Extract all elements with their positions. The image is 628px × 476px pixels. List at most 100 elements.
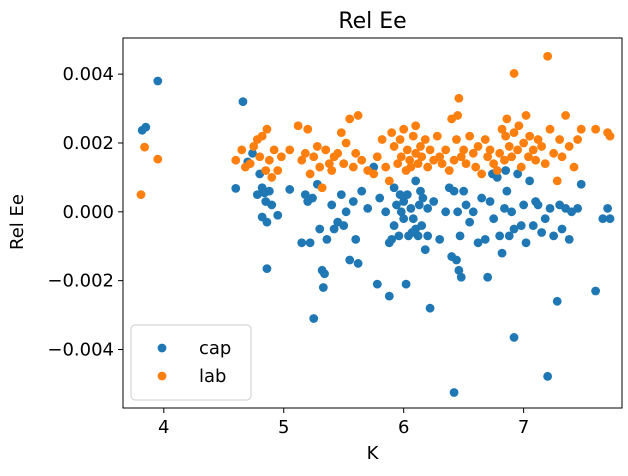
point-lab-21 [300, 148, 310, 158]
point-lab-51 [396, 152, 406, 162]
point-cap-46 [381, 207, 391, 217]
point-lab-52 [399, 124, 409, 134]
point-lab-15 [269, 145, 279, 155]
point-lab-114 [552, 176, 562, 186]
point-cap-109 [516, 221, 526, 230]
point-cap-72 [423, 231, 433, 241]
point-lab-27 [317, 183, 327, 193]
point-cap-117 [540, 214, 550, 224]
point-cap-32 [329, 224, 339, 234]
point-cap-83 [453, 207, 463, 217]
point-cap-68 [416, 186, 425, 196]
point-lab-46 [384, 176, 394, 186]
point-cap-88 [461, 200, 471, 210]
axis-ticks: 4 5 6 7 −0.004 −0.002 0.000 0.002 0.004 [47, 64, 529, 438]
point-lab-28 [321, 145, 331, 155]
y-tick-label-4: 0.004 [62, 64, 114, 85]
point-lab-34 [339, 159, 349, 169]
point-lab-99 [513, 145, 523, 155]
point-lab-102 [519, 138, 529, 148]
point-cap-22 [305, 238, 315, 248]
point-cap-56 [399, 214, 409, 224]
point-lab-44 [377, 135, 387, 144]
point-cap-92 [477, 193, 487, 203]
point-lab-50 [395, 135, 405, 144]
point-lab-76 [454, 93, 464, 103]
point-cap-57 [399, 197, 409, 206]
point-lab-9 [255, 152, 265, 162]
legend-label-lab: lab [199, 366, 226, 387]
point-lab-47 [387, 128, 397, 138]
point-lab-24 [309, 152, 319, 162]
point-lab-109 [537, 142, 547, 151]
point-cap-42 [363, 203, 373, 213]
point-cap-19 [297, 238, 307, 248]
legend-box [130, 324, 252, 401]
point-cap-66 [413, 231, 423, 241]
point-cap-2 [153, 76, 163, 86]
point-cap-103 [502, 186, 512, 196]
point-cap-119 [545, 203, 555, 213]
point-cap-30 [322, 234, 332, 244]
point-lab-16 [273, 166, 283, 175]
point-lab-86 [483, 152, 493, 162]
point-lab-70 [441, 145, 451, 155]
x-tick-label-0: 4 [158, 417, 169, 438]
point-cap-35 [339, 221, 349, 230]
point-cap-111 [521, 238, 531, 248]
point-lab-40 [357, 155, 367, 165]
point-lab-77 [456, 152, 466, 162]
point-cap-23 [308, 193, 317, 203]
point-cap-85 [455, 231, 465, 241]
point-lab-116 [557, 152, 567, 162]
point-lab-103 [521, 111, 531, 120]
x-tick-label-3: 7 [518, 417, 529, 438]
point-cap-28 [318, 283, 328, 292]
point-cap-15 [264, 186, 274, 196]
point-cap-123 [557, 224, 567, 234]
point-lab-93 [501, 131, 511, 141]
point-lab-124 [605, 131, 615, 141]
y-tick-label-3: 0.002 [62, 133, 114, 154]
point-lab-26 [315, 162, 325, 172]
point-cap-90 [468, 207, 478, 217]
point-cap-84 [454, 265, 464, 275]
point-cap-86 [456, 272, 466, 282]
point-cap-118 [543, 371, 553, 381]
point-cap-18 [285, 185, 295, 194]
point-cap-74 [425, 303, 435, 313]
point-lab-113 [549, 148, 559, 158]
plot-marks [136, 51, 615, 397]
point-cap-130 [598, 214, 608, 224]
point-lab-13 [264, 155, 274, 165]
point-lab-97 [509, 69, 519, 78]
point-cap-125 [564, 234, 574, 244]
point-cap-6 [248, 148, 257, 158]
point-lab-49 [393, 159, 403, 169]
point-cap-110 [519, 200, 529, 210]
point-cap-44 [372, 279, 382, 289]
chart-title: Rel Ee [338, 9, 406, 34]
point-cap-40 [353, 259, 363, 268]
point-cap-108 [513, 169, 523, 179]
point-lab-18 [285, 145, 295, 155]
point-lab-111 [543, 51, 553, 61]
point-lab-74 [452, 135, 461, 144]
point-cap-131 [603, 203, 613, 213]
point-cap-107 [509, 224, 519, 234]
point-lab-85 [480, 135, 490, 144]
point-lab-101 [516, 162, 526, 172]
point-cap-54 [395, 190, 405, 200]
point-lab-36 [345, 114, 355, 124]
x-tick-label-1: 5 [278, 417, 289, 438]
point-cap-47 [384, 291, 394, 301]
point-lab-32 [333, 148, 343, 158]
point-lab-64 [423, 162, 433, 172]
point-cap-24 [309, 314, 319, 323]
point-lab-68 [435, 152, 445, 162]
point-cap-29 [320, 269, 329, 279]
point-lab-67 [432, 131, 442, 141]
point-lab-122 [591, 124, 601, 134]
point-lab-110 [540, 159, 550, 169]
point-lab-117 [561, 111, 571, 120]
